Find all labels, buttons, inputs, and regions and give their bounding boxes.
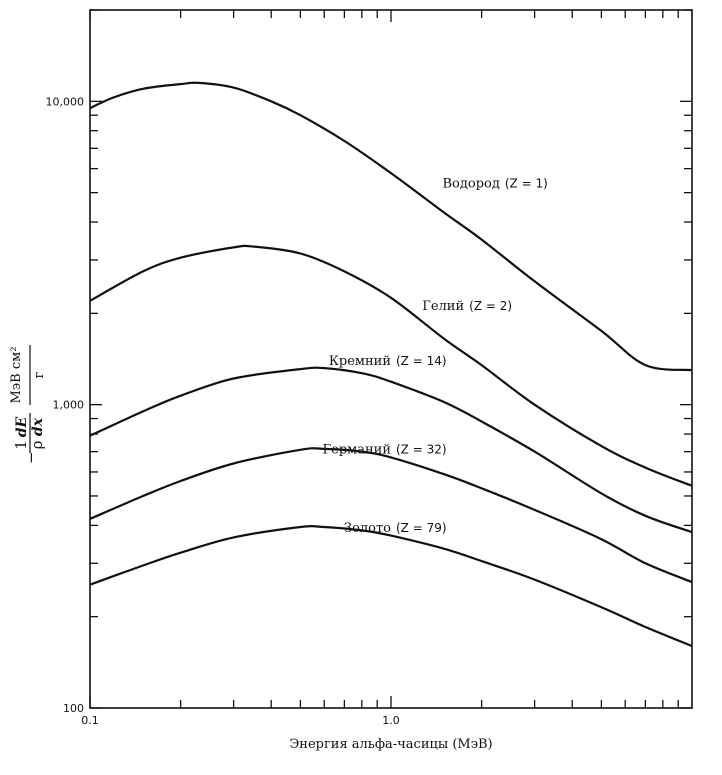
y-label-unit-numerator: МэВ см²	[9, 347, 24, 404]
curve-label-z: (Z = 1)	[505, 176, 548, 190]
curve-label-name: Гелий	[422, 299, 464, 314]
y-tick-label: 1,000	[53, 399, 85, 412]
y-tick-label: 100	[63, 702, 84, 715]
series-line-1	[89, 81, 693, 372]
curve-label-name: Водород	[443, 176, 500, 191]
series-line-5	[89, 525, 693, 648]
curve-labels: Водород (Z = 1) Гелий (Z = 2) Кремний (Z = 14…	[323, 176, 548, 536]
x-tick-label: 1.0	[382, 714, 400, 727]
curve-label-name: Золото	[344, 521, 391, 536]
y-tick-label: 10,000	[46, 95, 85, 108]
plot-area	[89, 9, 693, 709]
curve-label-z: (Z = 79)	[396, 521, 447, 535]
curve-label-5: Золото (Z = 79)	[344, 521, 447, 536]
series-line-4	[89, 447, 693, 584]
y-label-rho: ρ	[28, 440, 46, 449]
curve-label-4: Германий (Z = 32)	[323, 443, 447, 458]
x-tick-label: 0.1	[81, 714, 99, 727]
y-axis-ticks: 100 1,000 10,000	[46, 9, 692, 715]
y-label-sign: −	[22, 451, 40, 464]
x-axis-ticks: 0.1 1.0	[81, 10, 679, 727]
curve-label-z: (Z = 32)	[396, 443, 447, 457]
y-label-one: 1	[12, 440, 30, 450]
x-axis-label: Энергия альфа-часицы (МэВ)	[289, 737, 492, 752]
curve-label-name: Германий	[323, 443, 391, 458]
series-line-2	[89, 244, 693, 487]
series-line-3	[89, 366, 693, 534]
y-axis-label: − 1 dE ρ dx МэВ см² г	[9, 345, 47, 464]
y-label-dx: dx	[30, 417, 46, 436]
curves	[89, 81, 693, 648]
curve-label-name: Кремний	[329, 354, 391, 369]
curve-label-z: (Z = 2)	[469, 299, 512, 313]
y-label-de: dE	[14, 416, 30, 437]
plot-frame	[89, 9, 693, 709]
curve-label-3: Кремний (Z = 14)	[329, 354, 447, 369]
curve-label-z: (Z = 14)	[396, 354, 447, 368]
curve-label-2: Гелий (Z = 2)	[422, 299, 512, 314]
curve-label-1: Водород (Z = 1)	[443, 176, 548, 191]
y-label-unit-denominator: г	[32, 371, 47, 378]
